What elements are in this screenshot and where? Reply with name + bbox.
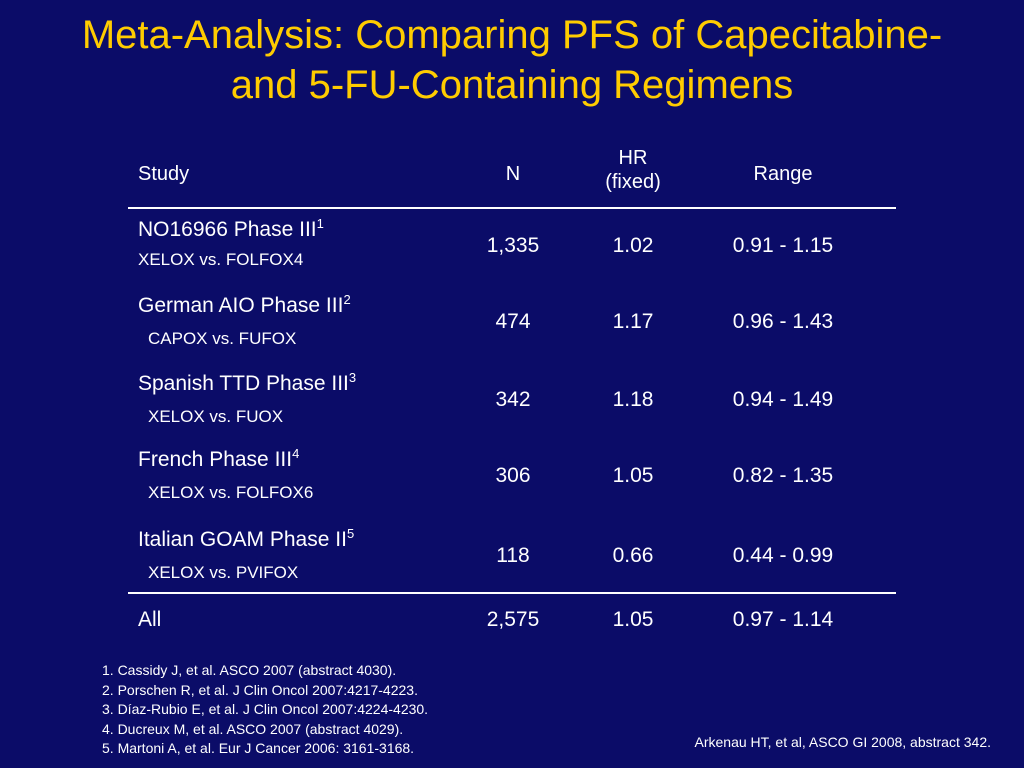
study-regimen: XELOX vs. FOLFOX4 (138, 250, 304, 269)
study-n: 1,335 (486, 234, 540, 257)
total-range: 0.97 - 1.14 (732, 608, 834, 631)
header-hr-line-2: (fixed) (605, 171, 661, 193)
total-divider (128, 592, 896, 594)
total-n: 2,575 (486, 608, 540, 631)
header-range: Range (753, 163, 813, 185)
study-n: 306 (495, 464, 531, 487)
total-label: All (138, 608, 162, 631)
study-name: Spanish TTD Phase III3 (138, 370, 357, 395)
total-hr: 1.05 (612, 608, 654, 631)
reference-item: 1. Cassidy J, et al. ASCO 2007 (abstract… (102, 662, 397, 678)
study-regimen: XELOX vs. FUOX (148, 407, 284, 426)
study-name: NO16966 Phase III1 (138, 216, 324, 241)
study-hr: 1.17 (612, 310, 654, 333)
reference-item: 3. Díaz-Rubio E, et al. J Clin Oncol 200… (102, 701, 429, 717)
study-name: German AIO Phase III2 (138, 292, 351, 317)
study-range: 0.96 - 1.43 (732, 310, 834, 333)
study-regimen: XELOX vs. FOLFOX6 (148, 483, 314, 502)
study-range: 0.82 - 1.35 (732, 464, 834, 487)
slide-title: Meta-Analysis: Comparing PFS of Capecita… (0, 10, 1024, 110)
source-credit: Arkenau HT, et al, ASCO GI 2008, abstrac… (694, 734, 992, 750)
study-n: 342 (495, 388, 531, 411)
study-range: 0.91 - 1.15 (732, 234, 834, 257)
reference-item: 5. Martoni A, et al. Eur J Cancer 2006: … (102, 740, 415, 756)
study-n: 474 (495, 310, 531, 333)
study-hr: 0.66 (612, 544, 654, 567)
reference-item: 2. Porschen R, et al. J Clin Oncol 2007:… (102, 681, 418, 698)
study-hr: 1.05 (612, 464, 654, 487)
header-divider (128, 207, 896, 209)
study-range: 0.44 - 0.99 (732, 544, 834, 567)
study-hr: 1.18 (612, 388, 654, 411)
study-n: 118 (496, 544, 530, 567)
header-study: Study (138, 163, 190, 185)
study-name: French Phase III4 (138, 446, 300, 471)
header-n: N (505, 163, 521, 185)
study-regimen: CAPOX vs. FUFOX (148, 329, 297, 348)
slide-title-line-2: and 5-FU-Containing Regimens (230, 63, 794, 107)
study-name: Italian GOAM Phase II5 (138, 526, 355, 551)
header-hr-line-1: HR (618, 147, 648, 169)
references-list: 1. Cassidy J, et al. ASCO 2007 (abstract… (102, 661, 428, 759)
study-hr: 1.02 (612, 234, 654, 257)
slide-title-line-1: Meta-Analysis: Comparing PFS of Capecita… (81, 13, 943, 57)
study-range: 0.94 - 1.49 (732, 388, 834, 411)
study-regimen: XELOX vs. PVIFOX (148, 563, 299, 582)
header-hr: HR (fixed) (578, 146, 688, 194)
reference-item: 4. Ducreux M, et al. ASCO 2007 (abstract… (102, 720, 404, 737)
